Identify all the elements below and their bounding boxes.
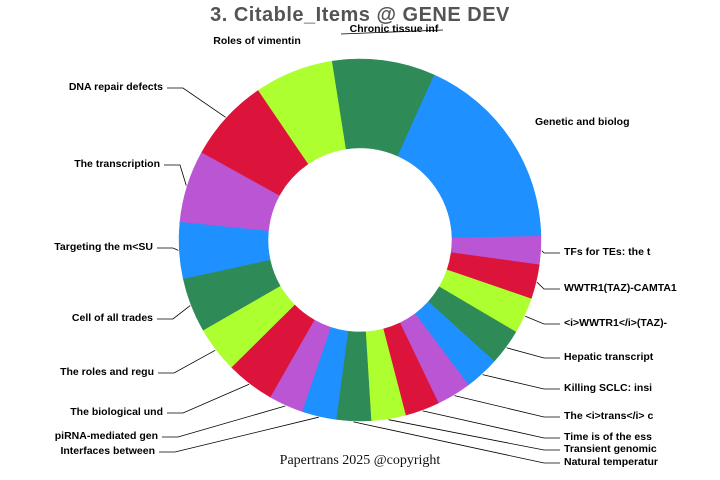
leader-line — [388, 419, 560, 451]
chart-title: 3. Citable_Items @ GENE DEV — [210, 4, 510, 26]
slice-label: The <i>trans</i> c — [564, 410, 654, 422]
slice-label: The transcription — [74, 158, 160, 170]
slice-label: Hepatic transcript — [564, 351, 654, 363]
slice-label: The biological und — [70, 406, 163, 418]
slice-label: DNA repair defects — [68, 81, 163, 93]
leader-line — [506, 347, 560, 359]
leader-line — [340, 29, 444, 35]
slice-label: Roles of vimentin — [213, 35, 301, 47]
leader-line — [536, 281, 560, 290]
leader-line — [541, 250, 560, 254]
slice-label: WWTR1(TAZ)-CAMTA1 — [564, 282, 677, 294]
slice-label: Transient genomic — [564, 443, 657, 455]
slice-label: piRNA-mediated gen — [54, 430, 158, 442]
slice-label: TFs for TEs: the t — [564, 246, 651, 258]
slice-label: <i>WWTR1</i>(TAZ)- — [564, 317, 668, 329]
slice-label: Chronic tissue inf — [349, 23, 439, 35]
pie-slice — [397, 74, 542, 239]
leader-line — [525, 315, 560, 325]
slice-label: Natural temperatur — [564, 456, 658, 468]
slice-label: Interfaces between — [60, 445, 155, 457]
slice-label: Time is of the ess — [564, 431, 652, 443]
leader-line — [353, 421, 560, 464]
slice-label: Genetic and biolog — [535, 116, 630, 128]
leader-line — [164, 164, 187, 186]
copyright-footer: Papertrans 2025 @copyright — [279, 453, 441, 468]
leader-line — [157, 247, 179, 251]
leader-line — [482, 374, 560, 390]
slice-label: Cell of all trades — [71, 312, 153, 324]
slice-label: Targeting the m<SU — [54, 241, 153, 253]
pie-slice — [257, 60, 346, 165]
slice-label: The roles and regu — [60, 366, 154, 378]
leader-line — [158, 349, 216, 374]
leader-line — [157, 305, 191, 320]
leader-line — [167, 383, 250, 414]
leader-line — [167, 87, 226, 118]
slice-label: Killing SCLC: insi — [564, 382, 653, 394]
leader-line — [159, 416, 319, 453]
leader-line — [162, 405, 286, 438]
leader-line — [422, 410, 560, 439]
leader-line — [454, 395, 560, 418]
